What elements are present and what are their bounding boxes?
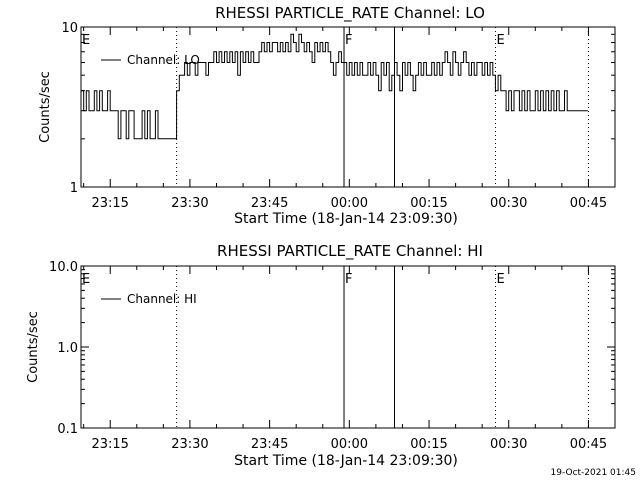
y-tick-label: 1.0 (57, 341, 78, 356)
axis-ticks: 23:15 23:30 23:45 00:00 00:15 00:30 00:45 0.1 1.… (49, 260, 616, 452)
marker-label: E (82, 272, 90, 287)
x-tick-label: 00:30 (490, 437, 527, 452)
y-tick-label: 0.1 (57, 422, 78, 437)
x-tick-label: 00:30 (490, 196, 527, 211)
x-tick-label: 00:00 (331, 196, 368, 211)
series-line (81, 33, 588, 140)
y-axis-label: Counts/sec (26, 311, 41, 383)
x-tick-label: 23:15 (91, 196, 128, 211)
axis-ticks: 23:15 23:30 23:45 00:00 00:15 00:30 00:45 1 10 (61, 21, 616, 211)
marker-label: E (496, 272, 504, 287)
chart-title: RHESSI PARTICLE_RATE Channel: HI (217, 242, 483, 261)
marker-label: E (496, 33, 504, 48)
chart-title: RHESSI PARTICLE_RATE Channel: LO (215, 4, 485, 23)
x-tick-label: 23:15 (91, 437, 128, 452)
y-tick-label: 10 (61, 21, 78, 36)
x-tick-label: 00:15 (410, 196, 447, 211)
x-tick-label: 23:30 (171, 437, 208, 452)
x-tick-label: 23:30 (171, 196, 208, 211)
legend-label: Channel: LO (127, 53, 200, 67)
marker-label: F (345, 272, 352, 287)
x-tick-label: 23:45 (251, 196, 288, 211)
x-tick-label: 00:15 (410, 437, 447, 452)
series-group (81, 33, 588, 140)
x-axis-label: Start Time (18-Jan-14 23:09:30) (234, 211, 458, 227)
generation-timestamp: 19-Oct-2021 01:45 (551, 468, 636, 478)
x-tick-label: 00:45 (570, 196, 607, 211)
y-axis-label: Counts/sec (38, 71, 53, 143)
marker-label: F (345, 33, 352, 48)
x-tick-label: 00:45 (570, 437, 607, 452)
legend: Channel: HI (101, 292, 197, 306)
y-tick-label: 10.0 (49, 260, 78, 275)
x-tick-label: 00:00 (331, 437, 368, 452)
legend-label: Channel: HI (127, 292, 197, 306)
x-tick-label: 23:45 (251, 437, 288, 452)
legend: Channel: LO (101, 53, 200, 67)
panel-lo: RHESSI PARTICLE_RATE Channel: LO 23:15 23… (38, 4, 616, 227)
panel-hi: RHESSI PARTICLE_RATE Channel: HI 23:15 23… (26, 242, 616, 469)
y-tick-label: 1 (70, 181, 78, 196)
x-axis-label: Start Time (18-Jan-14 23:09:30) (234, 453, 458, 469)
marker-label: E (82, 33, 90, 48)
